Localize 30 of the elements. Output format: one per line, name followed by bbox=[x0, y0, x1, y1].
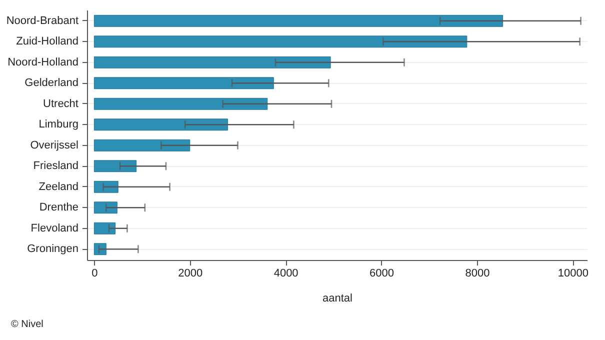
y-tick-label: Flevoland bbox=[30, 222, 78, 234]
x-tick-label: 8000 bbox=[465, 268, 490, 280]
bar bbox=[94, 118, 228, 131]
bar bbox=[94, 77, 274, 90]
bar bbox=[94, 36, 468, 48]
bar bbox=[94, 139, 190, 152]
y-tick-label: Noord-Brabant bbox=[6, 14, 78, 27]
y-tick-label: Noord-Holland bbox=[8, 56, 78, 68]
y-tick-label: Overijssel bbox=[30, 139, 78, 152]
y-tick-label: Utrecht bbox=[43, 98, 78, 110]
text: © Nivel bbox=[11, 319, 44, 330]
y-tick-label: Limburg bbox=[38, 118, 78, 131]
bar bbox=[94, 14, 504, 27]
bar bbox=[94, 202, 118, 214]
y-tick-label: Drenthe bbox=[39, 202, 78, 214]
x-tick-label: 2000 bbox=[178, 268, 203, 280]
y-tick-label: Zeeland bbox=[38, 180, 78, 193]
x-axis-title: aantal bbox=[322, 292, 352, 304]
x-tick-label: 4000 bbox=[274, 268, 298, 280]
x-tick-label: 10000 bbox=[558, 268, 588, 280]
bar bbox=[94, 56, 331, 68]
y-tick-label: Groningen bbox=[27, 243, 78, 256]
x-tick-label: 6000 bbox=[370, 268, 394, 280]
bar bbox=[94, 222, 116, 234]
bar bbox=[94, 98, 268, 110]
y-tick-label: Gelderland bbox=[24, 77, 78, 90]
x-tick-label: 0 bbox=[92, 268, 98, 280]
y-tick-label: Zuid-Holland bbox=[16, 36, 78, 48]
y-tick-label: Friesland bbox=[33, 160, 78, 172]
bar bbox=[94, 160, 137, 172]
